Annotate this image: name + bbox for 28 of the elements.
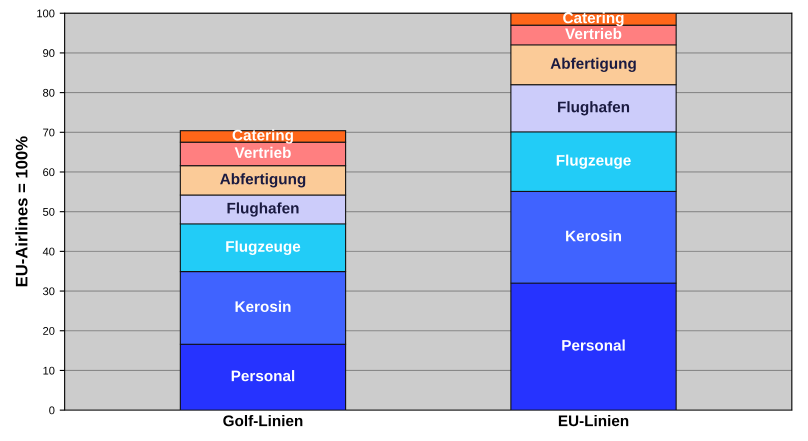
- series-label: Kerosin: [236, 300, 290, 312]
- y-tick-label: 20: [43, 327, 54, 335]
- y-tick-label: 90: [43, 49, 54, 58]
- text: Abfertigung: [550, 58, 636, 72]
- series-label: Flughafen: [228, 202, 299, 217]
- y-tick-label: 30: [42, 287, 54, 296]
- y-tick-label: 100: [37, 9, 54, 18]
- series-label: Personal: [232, 370, 294, 382]
- y-tick-label: 40: [42, 248, 54, 256]
- text: Flughafen: [558, 101, 630, 116]
- series-label: Vertrieb: [565, 28, 622, 40]
- series-label: Flugzeuge: [226, 240, 300, 255]
- text: Personal: [562, 340, 625, 351]
- text: Flugzeuge: [556, 154, 631, 169]
- x-tick-label: Golf-Linien: [223, 414, 302, 426]
- y-tick-label: 0: [49, 406, 54, 414]
- text: Catering: [232, 129, 293, 144]
- y-axis-title: EU-Airlines = 100%: [15, 136, 28, 286]
- y-tick-label: 50: [43, 208, 54, 216]
- series-label: Catering: [563, 12, 624, 26]
- y-tick-label: 70: [43, 128, 54, 136]
- text: Vertrieb: [234, 146, 291, 158]
- series-label: Abfertigung: [220, 173, 306, 188]
- x-tick-label: EU-Linien: [558, 414, 628, 426]
- text: Kerosin: [566, 230, 622, 242]
- y-tick-label: 80: [43, 88, 54, 97]
- y-tick-label: 10: [43, 366, 54, 375]
- y-tick-label: 60: [43, 168, 54, 176]
